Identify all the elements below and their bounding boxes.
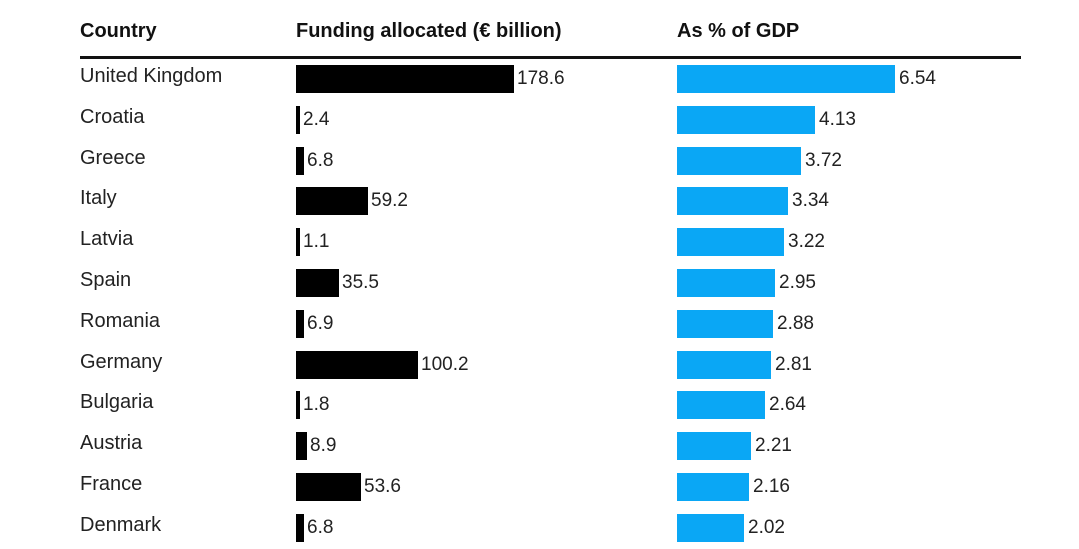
gdp-bar (677, 391, 765, 420)
funding-value-label: 59.2 (371, 190, 408, 212)
funding-value-label: 53.6 (364, 476, 401, 497)
funding-bar (296, 65, 514, 93)
funding-bar (296, 432, 307, 461)
gdp-bar (677, 350, 771, 379)
country-label: United Kingdom (80, 65, 223, 87)
funding-value-label: 1.8 (303, 394, 330, 416)
funding-bar (296, 473, 361, 501)
gdp-value-label: 3.22 (788, 231, 825, 253)
gdp-value-label: 3.72 (805, 149, 842, 171)
gdp-bar (677, 105, 815, 134)
funding-bar (296, 228, 300, 257)
country-label: Denmark (80, 513, 162, 536)
gdp-bar (677, 187, 788, 216)
gdp-value-label: 2.64 (769, 394, 806, 416)
gdp-value-label: 3.34 (792, 190, 829, 212)
gdp-value-label: 2.21 (755, 435, 792, 457)
funding-bar (296, 350, 418, 379)
funding-bar (296, 105, 300, 134)
gdp-value-label: 6.54 (899, 68, 936, 89)
gdp-bar (677, 309, 773, 338)
funding-value-label: 6.8 (307, 149, 334, 171)
funding-value-label: 1.1 (303, 231, 330, 253)
country-label: Italy (80, 187, 117, 210)
gdp-bar (677, 513, 744, 542)
funding-bar (296, 309, 304, 338)
header-divider (80, 56, 1021, 59)
funding-bar (296, 187, 368, 216)
gdp-bar (677, 432, 751, 461)
funding-value-label: 178.6 (517, 68, 565, 89)
gdp-bar (677, 473, 749, 501)
funding-value-label: 6.8 (307, 516, 334, 538)
country-label: Germany (80, 350, 163, 373)
funding-value-label: 6.9 (307, 312, 334, 334)
funding-value-label: 35.5 (342, 272, 379, 293)
gdp-value-label: 2.95 (779, 272, 816, 293)
gdp-value-label: 2.81 (775, 353, 812, 375)
gdp-value-label: 2.16 (753, 476, 790, 497)
gdp-column-header: As % of GDP (677, 20, 800, 42)
funding-bar (296, 269, 339, 297)
gdp-value-label: 2.88 (777, 312, 814, 334)
country-label: Bulgaria (80, 391, 154, 414)
country-label: Latvia (80, 228, 134, 251)
funding-value-label: 2.4 (303, 108, 330, 130)
country-label: Croatia (80, 105, 145, 128)
funding-bar (296, 513, 304, 542)
funding-bar (296, 146, 304, 175)
gdp-bar (677, 146, 801, 175)
funding-value-label: 100.2 (421, 353, 469, 375)
country-label: Austria (80, 432, 143, 455)
country-label: France (80, 473, 143, 495)
funding-value-label: 8.9 (310, 435, 337, 457)
country-label: Romania (80, 309, 161, 332)
gdp-value-label: 4.13 (819, 108, 856, 130)
gdp-bar (677, 228, 784, 257)
gdp-value-label: 2.02 (748, 516, 785, 538)
country-column-header: Country (80, 20, 157, 42)
funding-bar (296, 391, 300, 420)
country-label: Spain (80, 269, 132, 291)
funding-column-header: Funding allocated (€ billion) (296, 20, 562, 42)
gdp-bar (677, 65, 895, 93)
gdp-bar (677, 269, 775, 297)
country-label: Greece (80, 146, 146, 169)
